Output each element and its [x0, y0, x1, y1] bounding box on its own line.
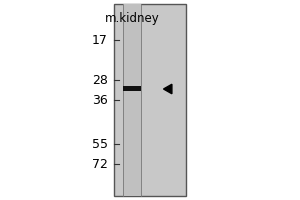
FancyBboxPatch shape — [123, 4, 141, 196]
FancyBboxPatch shape — [114, 4, 186, 196]
Text: 28: 28 — [92, 73, 108, 86]
Text: 72: 72 — [92, 158, 108, 170]
Polygon shape — [164, 84, 172, 94]
Text: 36: 36 — [92, 94, 108, 106]
FancyBboxPatch shape — [123, 86, 141, 91]
Text: m.kidney: m.kidney — [105, 12, 159, 25]
Text: 17: 17 — [92, 33, 108, 46]
Text: 55: 55 — [92, 138, 108, 150]
